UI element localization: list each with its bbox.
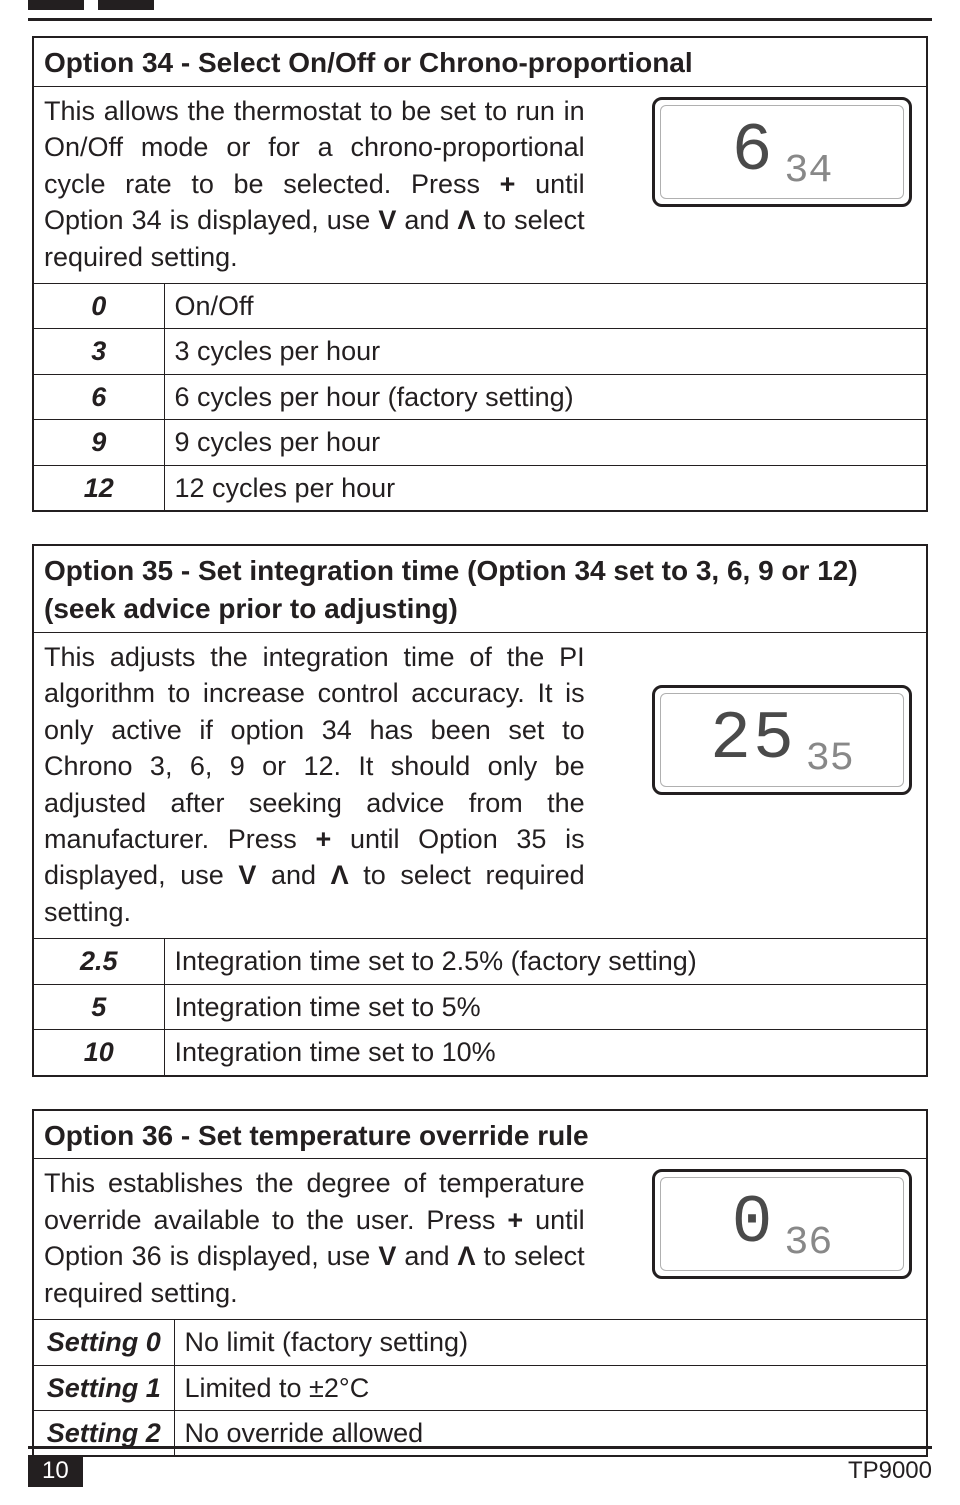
setting-key: 6: [34, 374, 164, 419]
table-row: 33 cycles per hour: [34, 329, 926, 374]
page-content: Option 34 - Select On/Off or Chrono-prop…: [32, 36, 928, 1445]
lcd-inner-frame: [660, 105, 904, 199]
option-34-title: Option 34 - Select On/Off or Chrono-prop…: [34, 38, 926, 87]
setting-key: Setting 1: [34, 1365, 174, 1410]
lcd-inner-frame: [660, 1177, 904, 1271]
header-tab-marks: [28, 0, 154, 10]
option-35-block: Option 35 - Set integration time (Option…: [32, 544, 928, 1076]
option-34-desc: This allows the thermostat to be set to …: [44, 93, 585, 275]
setting-key: 5: [34, 984, 164, 1029]
setting-value: No limit (factory setting): [174, 1320, 926, 1365]
footer-rule: [28, 1446, 932, 1449]
lcd-display-36: 0 36: [652, 1169, 912, 1279]
lcd-inner-frame: [660, 693, 904, 787]
setting-key: 3: [34, 329, 164, 374]
setting-value: On/Off: [164, 284, 926, 329]
table-row: 66 cycles per hour (factory setting): [34, 374, 926, 419]
option-36-block: Option 36 - Set temperature override rul…: [32, 1109, 928, 1458]
lcd-display-35: 25 35: [652, 685, 912, 795]
setting-value: 6 cycles per hour (factory setting): [164, 374, 926, 419]
header-rule: [28, 18, 932, 21]
setting-value: Limited to ±2°C: [174, 1365, 926, 1410]
setting-value: Integration time set to 10%: [164, 1030, 926, 1075]
option-34-table: 0On/Off33 cycles per hour66 cycles per h…: [34, 284, 926, 510]
setting-key: 0: [34, 284, 164, 329]
setting-value: Integration time set to 5%: [164, 984, 926, 1029]
tab-mark: [28, 0, 84, 10]
option-36-table: Setting 0No limit (factory setting)Setti…: [34, 1320, 926, 1455]
option-34-desc-row: 6 34 This allows the thermostat to be se…: [34, 87, 926, 284]
page-number: 10: [28, 1455, 83, 1487]
option-36-title: Option 36 - Set temperature override rul…: [34, 1111, 926, 1160]
option-35-desc-row: 25 35 This adjusts the integration time …: [34, 633, 926, 940]
table-row: 2.5Integration time set to 2.5% (factory…: [34, 939, 926, 984]
table-row: 1212 cycles per hour: [34, 465, 926, 510]
tab-mark: [98, 0, 154, 10]
option-35-desc: This adjusts the integration time of the…: [44, 639, 585, 931]
option-35-table: 2.5Integration time set to 2.5% (factory…: [34, 939, 926, 1074]
setting-key: 2.5: [34, 939, 164, 984]
setting-key: 12: [34, 465, 164, 510]
setting-value: Integration time set to 2.5% (factory se…: [164, 939, 926, 984]
setting-key: Setting 0: [34, 1320, 174, 1365]
setting-key: 10: [34, 1030, 164, 1075]
option-35-title: Option 35 - Set integration time (Option…: [34, 546, 926, 633]
table-row: Setting 0No limit (factory setting): [34, 1320, 926, 1365]
setting-key: 9: [34, 420, 164, 465]
model-number: TP9000: [848, 1457, 932, 1485]
page-footer: 10 TP9000: [0, 1446, 960, 1487]
table-row: 99 cycles per hour: [34, 420, 926, 465]
table-row: 10Integration time set to 10%: [34, 1030, 926, 1075]
table-row: Setting 1Limited to ±2°C: [34, 1365, 926, 1410]
setting-value: 3 cycles per hour: [164, 329, 926, 374]
setting-value: 9 cycles per hour: [164, 420, 926, 465]
setting-value: 12 cycles per hour: [164, 465, 926, 510]
lcd-display-34: 6 34: [652, 97, 912, 207]
option-36-desc: This establishes the degree of temperatu…: [44, 1165, 585, 1311]
option-36-desc-row: 0 36 This establishes the degree of temp…: [34, 1159, 926, 1320]
table-row: 0On/Off: [34, 284, 926, 329]
table-row: 5Integration time set to 5%: [34, 984, 926, 1029]
option-34-block: Option 34 - Select On/Off or Chrono-prop…: [32, 36, 928, 512]
